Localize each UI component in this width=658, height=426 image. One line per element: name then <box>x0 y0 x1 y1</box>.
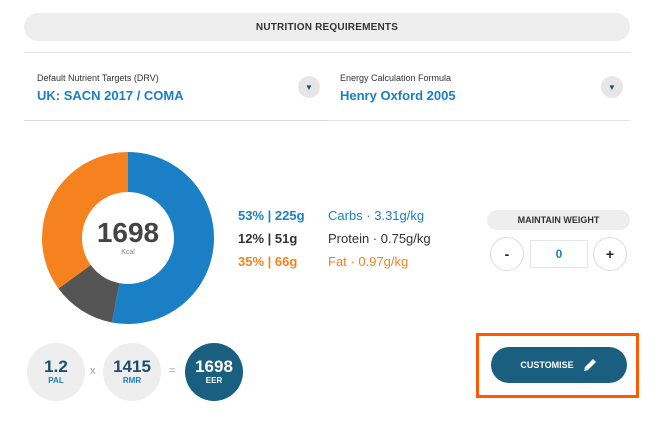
pal-circle: 1.2 PAL <box>27 343 85 401</box>
donut-segment-fat <box>42 152 128 289</box>
pencil-icon <box>583 359 596 371</box>
fat-pct: 35% | 66g <box>238 254 298 269</box>
highlight-box <box>476 333 639 398</box>
rmr-circle: 1415 RMR <box>103 343 161 401</box>
donut-segment-carbs <box>111 152 215 324</box>
targets-value: UK: SACN 2017 / COMA <box>37 88 184 103</box>
kcal-unit: Kcal <box>121 249 135 256</box>
protein-desc: Protein · 0.75g/kg <box>328 231 431 246</box>
rmr-label: RMR <box>122 376 142 385</box>
rmr-value: 1415 <box>113 357 151 376</box>
carbs-pct: 53% | 225g <box>238 208 305 223</box>
section-header: NUTRITION REQUIREMENTS <box>24 13 630 41</box>
targets-label: Default Nutrient Targets (DRV) <box>37 73 159 83</box>
carbs-desc: Carbs · 3.31g/kg <box>328 208 425 223</box>
eer-circle: 1698 EER <box>185 343 243 401</box>
pal-label: PAL <box>48 376 64 385</box>
maintain-weight-label: MAINTAIN WEIGHT <box>487 210 630 230</box>
chevron-down-icon[interactable]: ▼ <box>298 76 320 98</box>
macro-protein: 12% | 51g Protein · 0.75g/kg <box>238 231 431 246</box>
protein-pct: 12% | 51g <box>238 231 298 246</box>
increment-button[interactable]: + <box>593 237 627 271</box>
eer-value: 1698 <box>195 357 233 376</box>
formula-label: Energy Calculation Formula <box>340 73 452 83</box>
macro-carbs: 53% | 225g Carbs · 3.31g/kg <box>238 208 424 223</box>
maintain-weight-text: MAINTAIN WEIGHT <box>517 215 600 225</box>
customise-button[interactable]: CUSTOMISE <box>491 347 627 383</box>
formula-value: Henry Oxford 2005 <box>340 88 456 103</box>
kcal-value: 1698 <box>97 217 159 248</box>
section-title: NUTRITION REQUIREMENTS <box>255 21 399 33</box>
pal-value: 1.2 <box>44 357 68 376</box>
chevron-down-icon[interactable]: ▼ <box>601 76 623 98</box>
macro-fat: 35% | 66g Fat · 0.97g/kg <box>238 254 408 269</box>
divider <box>24 52 630 53</box>
equals-sign: = <box>169 365 176 377</box>
weight-value-field[interactable]: 0 <box>530 240 588 268</box>
customise-label: CUSTOMISE <box>520 360 574 370</box>
donut-segment-protein <box>58 265 120 323</box>
macro-donut-chart: 1698 Kcal <box>42 152 215 324</box>
fat-desc: Fat · 0.97g/kg <box>328 254 409 269</box>
eer-label: EER <box>205 376 223 385</box>
formula-underline <box>327 120 630 121</box>
targets-underline <box>24 120 327 121</box>
decrement-button[interactable]: - <box>490 237 524 271</box>
multiply-sign: x <box>90 365 96 377</box>
